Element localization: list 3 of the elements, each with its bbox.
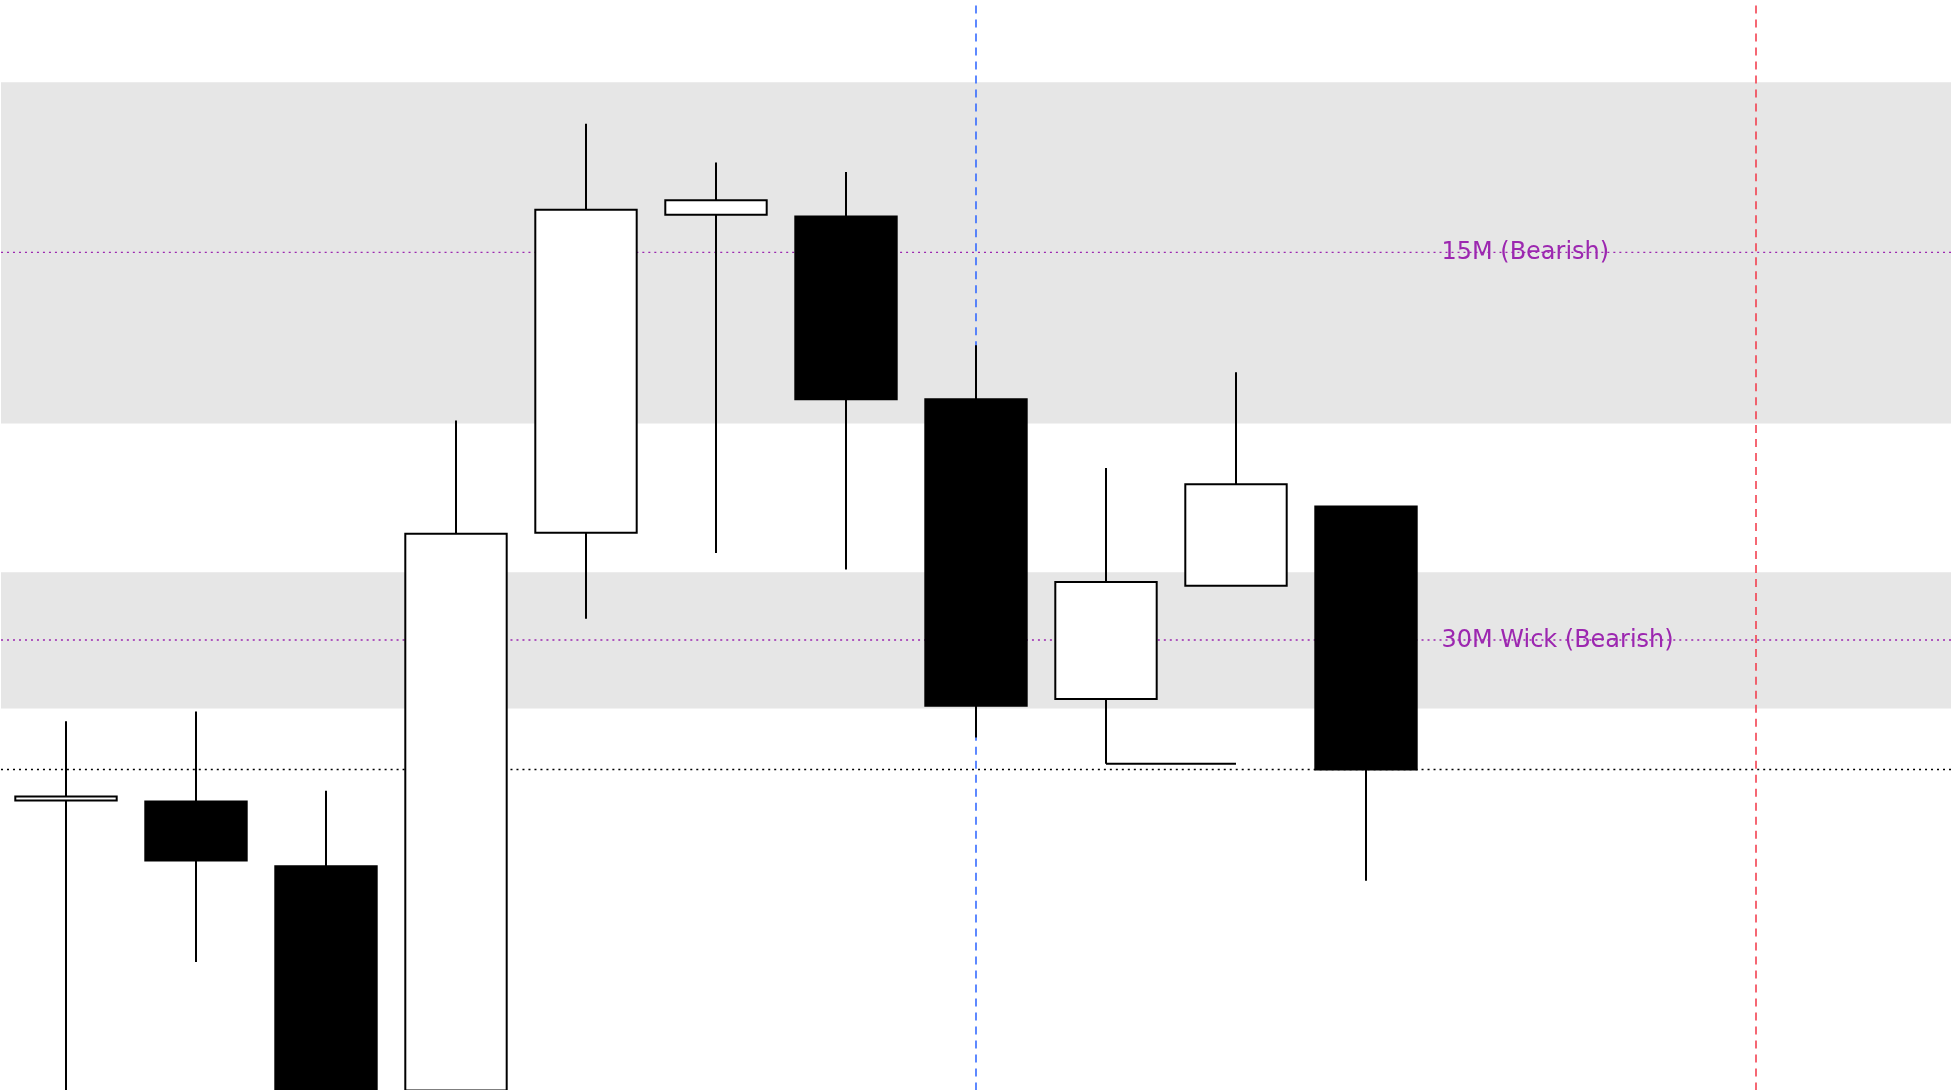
ref-line-label: 15M (Bearish): [1441, 237, 1610, 266]
ref-line-label: 30M Wick (Bearish): [1441, 624, 1674, 653]
candlestick: [664, 161, 768, 554]
